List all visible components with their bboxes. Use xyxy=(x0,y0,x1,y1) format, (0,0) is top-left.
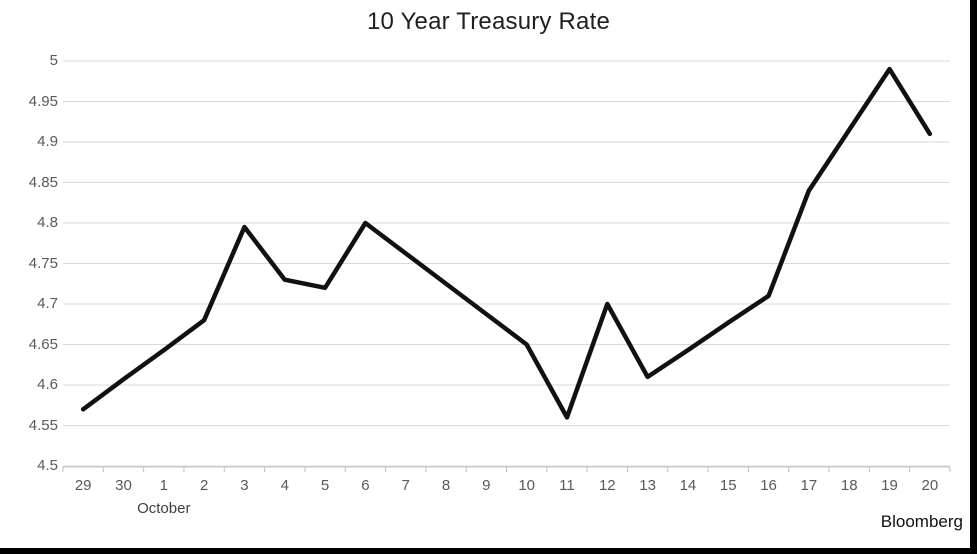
source-attribution-label: Bloomberg xyxy=(880,512,963,531)
y-axis-tick-label: 4.55 xyxy=(28,416,58,434)
x-axis-tick-label: 11 xyxy=(559,477,575,494)
x-axis-tick-label: 29 xyxy=(74,477,92,494)
y-axis-tick-label: 4.85 xyxy=(28,173,58,191)
x-axis-tick-label: 14 xyxy=(679,477,697,494)
x-axis-tick-label: 15 xyxy=(719,477,737,494)
x-axis-tick-label: 6 xyxy=(361,477,370,494)
x-axis xyxy=(62,466,951,472)
x-axis-tick-label: 5 xyxy=(320,477,330,494)
y-axis-tick-label: 4.75 xyxy=(28,254,58,272)
image-border-bottom xyxy=(0,548,977,554)
x-axis-tick-label: 30 xyxy=(115,477,132,494)
x-axis-tick-label: 3 xyxy=(240,477,249,494)
x-axis-tick-label: 1 xyxy=(159,477,168,494)
x-axis-tick-label: 10 xyxy=(518,477,535,494)
image-border-right xyxy=(970,0,977,554)
y-axis-tick-label: 4.65 xyxy=(28,335,58,353)
y-axis-tick-label: 4.95 xyxy=(28,92,58,110)
x-axis-tick-label: 17 xyxy=(800,477,818,494)
y-axis-tick-label: 4.9 xyxy=(37,133,58,150)
x-axis-tick-label: 19 xyxy=(881,477,898,494)
x-axis-tick-label: 12 xyxy=(598,477,616,494)
x-axis-tick-label: 8 xyxy=(441,477,451,494)
y-axis-tick-label: 4.5 xyxy=(37,457,58,474)
x-axis-tick-label: 13 xyxy=(639,477,656,494)
y-axis-tick-label: 4.7 xyxy=(37,295,58,312)
x-axis-tick-label: 20 xyxy=(921,477,939,494)
y-axis-tick-label: 4.6 xyxy=(37,376,58,393)
y-axis-tick-label: 5 xyxy=(49,52,58,69)
chart-title: 10 Year Treasury Rate xyxy=(366,8,611,35)
x-axis-tick-label: 7 xyxy=(401,477,410,494)
treasury-rate-line xyxy=(80,66,933,420)
x-axis-tick-label: 9 xyxy=(482,477,491,494)
x-axis-tick-label: 4 xyxy=(280,477,289,494)
x-axis-tick-label: 16 xyxy=(760,477,777,494)
x-axis-month-label: October xyxy=(137,500,191,517)
x-axis-tick-label: 2 xyxy=(199,477,209,494)
gridlines xyxy=(63,60,950,467)
x-axis-tick-label: 18 xyxy=(840,477,858,494)
y-axis-tick-label: 4.8 xyxy=(37,214,58,231)
